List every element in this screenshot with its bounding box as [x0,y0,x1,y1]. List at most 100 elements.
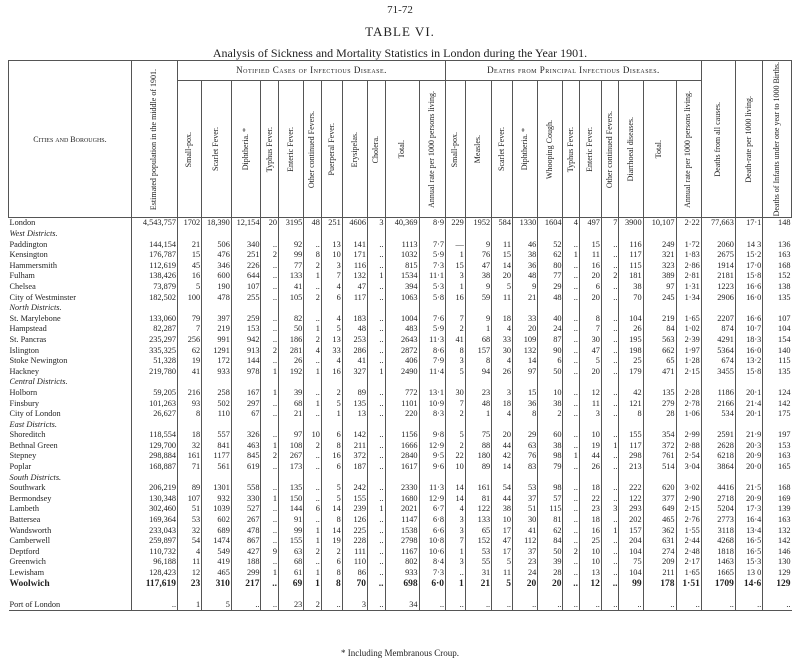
table-cell: 225 [341,525,368,537]
table-row: Woolwich 117,619 23 310 217.. 69 1 8 70.. 698 6·0 1… [9,578,792,590]
table-cell: .. [600,557,619,568]
table-cell: 3 [491,387,513,399]
table-cell: 1 [600,440,619,452]
table-cell: 161 [177,451,202,463]
empty-cell [201,419,232,431]
table-row: Deptford 110,732 4 549 427 9 63 2 2 111.. 1167 10·6… [9,546,792,558]
table-cell: 7 [600,217,619,229]
empty-cell [562,303,580,314]
table-cell: Stoke Newington [9,356,68,366]
table-cell: 138 [762,281,792,293]
table-row: Lewisham 128,423 12 465 299 1 61 1 8 86.. 933 7·3..… [9,568,792,579]
table-cell: 7 [578,324,602,335]
table-cell: 1113 [384,239,420,251]
table-cell: 20 [578,271,602,282]
table-cell: 1·51 [675,578,702,590]
table-cell: .. [303,281,322,293]
empty-cell [260,419,279,431]
empty-cell [366,229,386,240]
table-cell: 217 [230,578,261,590]
empty-cell [491,419,513,431]
empty-cell [700,472,736,484]
table-cell: 116 [341,260,368,272]
empty-cell [511,303,538,314]
table-cell: 4606 [341,217,368,229]
table-cell: 16·0 [734,292,763,304]
table-cell: 15 [177,250,202,261]
empty-cell [562,229,580,240]
table-cell: 662 [642,345,677,357]
table-cell: .. [562,483,580,494]
table-cell: Bermondsey [9,493,52,503]
header-text: Total. [654,140,664,159]
table-row: Greenwich 96,188 11 419 188.. 68.. 6 110.. 802 8·… [9,557,792,568]
table-cell: Fulham [9,271,35,281]
table-cell: 1 [303,324,322,335]
table-cell: 3900 [618,217,644,229]
table-cell: .. [303,409,322,420]
empty-cell [9,589,132,600]
table-cell: 346 [201,260,232,272]
empty-cell [537,472,563,484]
table-cell: Hammersmith [9,260,57,270]
column-header: Deaths of Infants under one year to 1000… [762,59,792,219]
table-cell: 24 [537,324,563,335]
empty-cell [578,419,602,431]
table-cell: 50 [537,546,563,558]
table-cell: 107 [762,313,792,325]
table-cell: .. [445,599,466,612]
table-cell: 51 [511,504,538,516]
empty-cell [491,589,513,600]
table-cell: 321 [642,250,677,261]
table-cell: 93 [177,398,202,410]
table-cell: 815 [384,260,420,272]
table-cell: 117 [341,292,368,304]
table-cell: 478 [230,525,261,537]
table-cell: 2 [600,271,619,282]
table-cell: 169 [762,493,792,505]
empty-cell [600,229,619,240]
table-cell: 1·34 [675,292,702,304]
header-text: Death-rate per 1000 living. [743,95,753,183]
table-cell: 47 [578,345,602,357]
table-cell: 6·7 [418,504,446,516]
table-cell: 3 [445,515,466,526]
table-cell: 144,154 [130,239,178,251]
table-cell: 168,887 [130,462,178,473]
empty-cell [366,419,386,431]
table-cell: 39 [537,557,563,568]
table-cell: .. [366,578,386,590]
table-cell: 135 [341,398,368,410]
table-cell: .. [260,515,279,526]
table-cell: 394 [384,281,420,293]
table-cell: 68 [278,398,304,410]
table-cell: 61 [278,568,304,579]
table-cell: 48 [464,398,492,410]
table-cell: 1818 [700,546,736,558]
table-cell: 65 [464,525,492,537]
header-text: Measles. [473,135,483,164]
table-cell: 6 [303,504,322,516]
table-cell: 7 [445,536,466,547]
table-cell: 226 [230,260,261,272]
table-cell: 26 [278,356,304,367]
table-cell: Holborn [9,387,38,397]
table-cell: 2675 [700,250,736,261]
table-cell: 2 [320,546,343,558]
table-cell: 62 [177,345,202,357]
table-cell: Islington [9,345,40,355]
table-cell: 4 [491,324,513,335]
empty-cell [320,472,343,484]
table-cell: 2718 [700,493,736,505]
table-cell: 7·3 [418,568,446,579]
table-cell: .. [600,462,619,473]
table-cell: 4268 [700,536,736,547]
table-cell: 14 3 [734,239,763,251]
table-cell: Deptford [9,546,40,556]
table-cell: 323 [642,260,677,272]
table-cell: 188 [230,557,261,568]
table-cell: 146 [762,546,792,558]
table-cell: 20·1 [734,387,763,399]
table-cell: .. [562,398,580,410]
table-cell: 2 [303,599,322,612]
